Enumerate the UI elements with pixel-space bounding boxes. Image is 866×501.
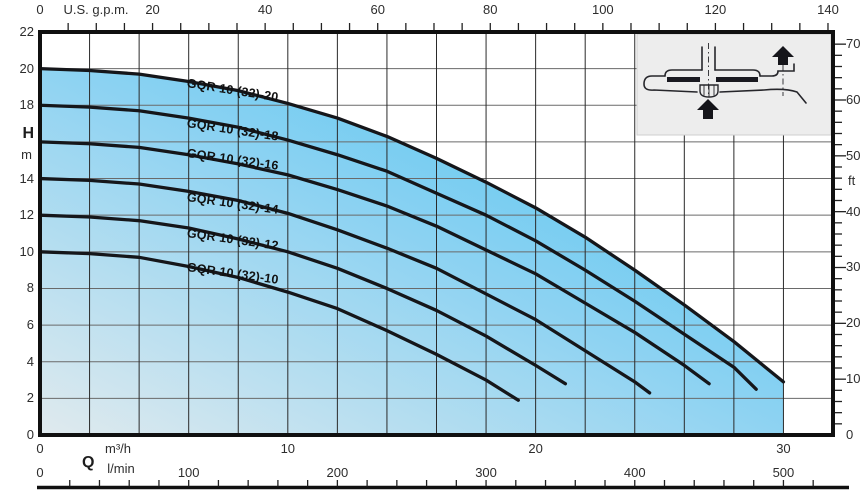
top-axis-tick-label: 20: [145, 2, 160, 17]
pump-schematic-bar: [716, 77, 758, 82]
left-axis-tick-label: 4: [26, 353, 34, 369]
pump-schematic-line: [703, 84, 715, 97]
lmin-axis-tick-label: 100: [177, 465, 200, 480]
pump-curve: [38, 213, 568, 386]
m3h-axis-tick-label: 10: [280, 441, 296, 456]
left-axis-tick-label: 2: [26, 390, 34, 406]
right-axis-tick-label: 70: [846, 36, 861, 52]
left-axis-unit-label: m: [21, 147, 32, 162]
left-axis-tick-label: 10: [19, 243, 34, 259]
m3h-axis-tick-label: 20: [528, 441, 543, 456]
lmin-unit-label: l/min: [107, 461, 135, 476]
pump-curve: [38, 250, 520, 402]
pump-schematic-line: [719, 88, 807, 104]
plot-border: [38, 30, 835, 437]
lmin-axis-tick-label: 200: [326, 465, 349, 480]
pump-curve: [38, 103, 758, 391]
left-axis-tick-label: 0: [26, 427, 34, 442]
pump-curve: [38, 140, 711, 386]
top-axis-tick-label: 0: [36, 2, 44, 17]
top-axis-tick-label: 60: [370, 2, 385, 17]
pump-schematic-line: [664, 69, 761, 77]
top-axis-unit-label: U.S. g.p.m.: [63, 2, 129, 17]
pump-schematic-line: [699, 84, 719, 98]
right-axis-tick-label: 40: [846, 203, 861, 219]
pump-schematic-line: [643, 75, 698, 93]
right-axis-tick-label: 0: [846, 427, 854, 442]
left-axis-tick-label: 8: [26, 280, 34, 296]
left-axis-tick-label: 14: [19, 170, 34, 186]
left-axis-tick-label: 20: [19, 60, 34, 76]
lmin-axis-tick-label: 400: [623, 465, 646, 480]
pump-curve: [38, 176, 652, 395]
left-axis-tick-label: 6: [26, 317, 34, 333]
right-axis-tick-label: 30: [846, 259, 861, 275]
left-axis-tick-label: 18: [19, 97, 34, 113]
right-axis-unit-label: ft: [848, 173, 856, 188]
top-axis-tick-label: 140: [817, 2, 839, 17]
left-axis-tick-label: 22: [19, 24, 34, 39]
m3h-unit-label: m³/h: [105, 441, 131, 456]
pump-schematic-line: [701, 46, 716, 71]
lmin-axis-tick-label: 0: [36, 465, 44, 480]
left-axis-label: H: [22, 125, 34, 142]
right-axis-tick-label: 10: [846, 371, 861, 387]
left-axis-tick-label: 12: [19, 207, 34, 223]
flow-axis-label: Q: [82, 454, 95, 471]
pump-schematic-inset: [636, 33, 832, 136]
right-axis-tick-label: 20: [846, 315, 861, 331]
pump-schematic-bar: [667, 77, 700, 82]
right-axis-tick-label: 50: [846, 147, 861, 163]
top-axis-tick-label: 80: [483, 2, 498, 17]
up-arrow-discharge-icon: [772, 46, 794, 65]
pump-schematic-line: [759, 63, 795, 77]
top-axis-tick-label: 40: [257, 2, 273, 17]
top-axis-tick-label: 100: [591, 2, 614, 17]
up-arrow-suction-icon: [697, 99, 719, 119]
right-axis-tick-label: 60: [846, 91, 861, 107]
top-axis-tick-label: 120: [704, 2, 727, 17]
pump-curve: [38, 66, 786, 384]
m3h-axis-tick-label: 0: [36, 441, 44, 456]
lmin-axis-tick-label: 300: [475, 465, 497, 480]
lmin-axis-tick-label: 500: [772, 465, 795, 480]
m3h-axis-tick-label: 30: [776, 441, 791, 456]
